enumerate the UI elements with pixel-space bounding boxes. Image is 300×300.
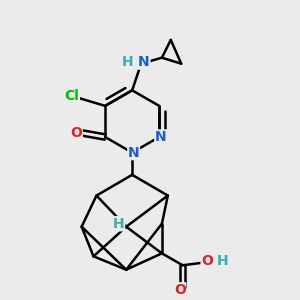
Text: N: N [138,55,150,69]
Text: O: O [174,283,186,297]
Text: H: H [217,254,229,268]
Text: O: O [70,126,82,140]
Text: H: H [122,55,134,69]
Text: H: H [113,217,124,231]
Text: O: O [201,254,213,268]
Text: Cl: Cl [64,88,79,103]
Text: N: N [155,130,167,144]
Text: N: N [128,146,140,160]
